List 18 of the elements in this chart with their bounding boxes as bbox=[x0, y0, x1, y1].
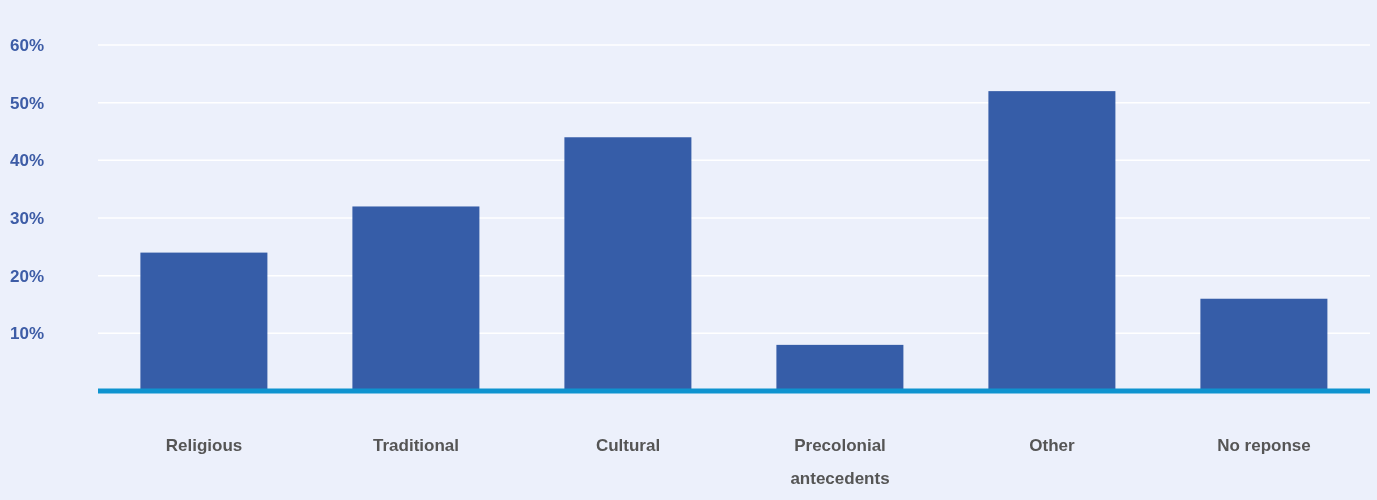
y-tick-label: 50% bbox=[10, 93, 45, 113]
y-tick-label: 60% bbox=[10, 35, 45, 55]
bar bbox=[140, 252, 268, 391]
bar bbox=[352, 206, 480, 391]
x-tick-label: Traditional bbox=[373, 436, 459, 455]
x-tick-label: Other bbox=[1029, 436, 1076, 455]
x-tick-label: No reponse bbox=[1217, 436, 1311, 455]
x-tick-label: Precolonial antecedents bbox=[790, 436, 890, 488]
bar bbox=[988, 91, 1116, 391]
bar bbox=[1200, 298, 1328, 391]
bar bbox=[776, 344, 904, 391]
y-tick-label: 30% bbox=[10, 208, 45, 228]
y-tick-label: 10% bbox=[10, 324, 45, 344]
y-tick-label: 20% bbox=[10, 266, 45, 286]
x-tick-label: Religious bbox=[165, 436, 243, 455]
y-tick-label: 40% bbox=[10, 151, 45, 171]
bar bbox=[564, 137, 692, 391]
x-tick-label: Cultural bbox=[595, 436, 661, 455]
